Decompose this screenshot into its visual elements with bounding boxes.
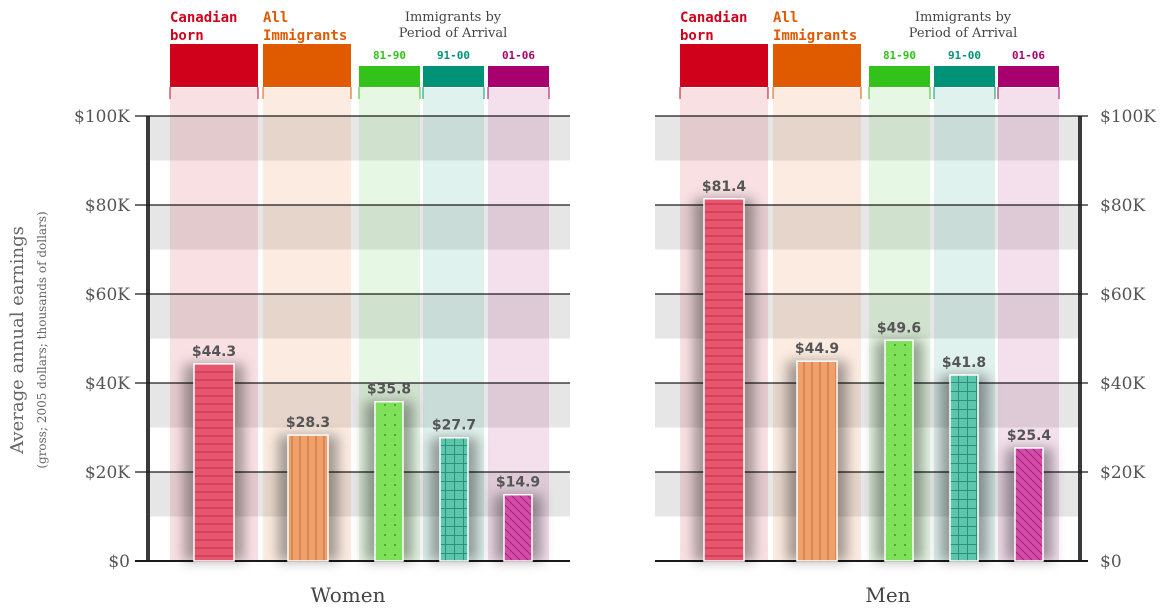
category-label: Immigrants: [263, 28, 347, 44]
category-label: Canadian: [680, 10, 747, 26]
period-label: 81-90: [373, 49, 406, 62]
category-column: [488, 88, 549, 561]
y-tick-label: $40K: [1100, 374, 1145, 394]
category-bracket: [933, 87, 996, 99]
bar-value-label: $81.4: [702, 179, 747, 195]
group-header: Period of Arrival: [909, 26, 1018, 41]
bar-value-label: $25.4: [1007, 428, 1052, 444]
bar: [503, 493, 533, 562]
category-bracket: [262, 87, 352, 99]
grid-band: [150, 160, 570, 205]
period-label: 01-06: [502, 49, 535, 62]
panel-title: Women: [311, 583, 386, 607]
panel-title: Men: [865, 583, 910, 607]
bar: [949, 374, 979, 562]
category-header-box: [998, 66, 1059, 87]
period-label: 91-00: [948, 49, 981, 62]
category-bracket: [679, 87, 769, 99]
category-header-box: [869, 66, 930, 87]
category-label: born: [170, 28, 204, 44]
y-tick-label: $0: [1100, 552, 1122, 572]
bar: [193, 363, 235, 562]
period-label: 01-06: [1012, 49, 1045, 62]
bar-value-label: $27.7: [432, 418, 476, 434]
category-header-box: [359, 66, 420, 87]
bar-value-label: $14.9: [496, 475, 540, 491]
axis-edge: [146, 116, 150, 561]
category-bracket: [997, 87, 1060, 99]
category-label: Canadian: [170, 10, 237, 26]
category-header-box: [170, 44, 258, 87]
category-header-box: [488, 66, 549, 87]
group-header: Period of Arrival: [399, 26, 508, 41]
group-header: Immigrants by: [405, 10, 502, 25]
bar: [287, 434, 329, 562]
category-bracket: [772, 87, 862, 99]
category-bracket: [868, 87, 931, 99]
category-label: All: [773, 10, 798, 26]
bar-value-label: $44.9: [795, 341, 839, 357]
bar-value-label: $35.8: [367, 382, 411, 398]
category-label: All: [263, 10, 288, 26]
category-bracket: [358, 87, 421, 99]
bar: [374, 400, 404, 562]
category-label: Immigrants: [773, 28, 857, 44]
category-header-box: [263, 44, 351, 87]
bar-value-label: $44.3: [192, 344, 236, 360]
bar: [439, 436, 469, 562]
bar-value-label: $28.3: [286, 415, 330, 431]
category-bracket: [487, 87, 550, 99]
bar-value-label: $49.6: [877, 320, 921, 336]
y-tick-label: $20K: [85, 463, 130, 483]
grid-band: [655, 116, 1080, 161]
bar: [703, 198, 745, 562]
category-header-box: [680, 44, 768, 87]
grid-band: [150, 249, 570, 294]
bar-value-label: $41.8: [942, 355, 986, 371]
category-bracket: [422, 87, 485, 99]
y-tick-label: $80K: [85, 196, 130, 216]
period-label: 81-90: [883, 49, 916, 62]
y-tick-label: $80K: [1100, 196, 1145, 216]
grid-band: [150, 116, 570, 161]
y-axis-label: Average annual earnings: [7, 226, 28, 455]
category-bracket: [169, 87, 259, 99]
y-axis-sublabel: (gross; 2005 dollars; thousands of dolla…: [35, 211, 49, 468]
y-tick-label: $20K: [1100, 463, 1145, 483]
grid-band: [150, 205, 570, 250]
bar: [796, 360, 838, 562]
y-tick-label: $0: [108, 552, 130, 572]
group-header: Immigrants by: [915, 10, 1012, 25]
category-header-box: [934, 66, 995, 87]
y-tick-label: $60K: [1100, 285, 1145, 305]
axis-edge: [1078, 116, 1082, 561]
category-header-box: [773, 44, 861, 87]
bar: [884, 339, 914, 562]
y-tick-label: $100K: [1100, 107, 1156, 127]
bar: [1014, 447, 1044, 562]
y-tick-label: $40K: [85, 374, 130, 394]
category-label: born: [680, 28, 714, 44]
period-label: 91-00: [437, 49, 470, 62]
y-tick-label: $60K: [85, 285, 130, 305]
category-header-box: [423, 66, 484, 87]
grid-band: [150, 294, 570, 339]
y-tick-label: $100K: [74, 107, 130, 127]
grid-band: [655, 160, 1080, 205]
